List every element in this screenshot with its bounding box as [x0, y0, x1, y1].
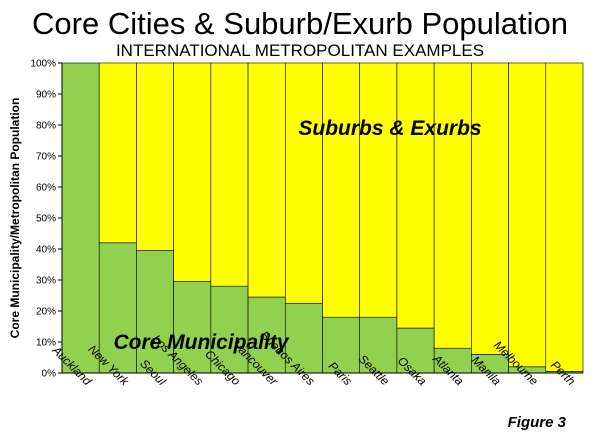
y-tick-label: 40%	[36, 245, 56, 256]
chart-title: Core Cities & Suburb/Exurb Population	[32, 6, 568, 41]
bar-suburbs-new-york	[98, 62, 137, 244]
bar-suburbs-atlanta	[433, 62, 472, 349]
y-tick-label: 50%	[36, 214, 56, 225]
figure-label: Figure 3	[508, 414, 567, 431]
y-tick-label: 10%	[36, 338, 56, 349]
annotation-core-municipality: Core Municipality	[113, 331, 289, 354]
bar-core-buenos-aires	[284, 302, 323, 374]
bar-core-chicago	[210, 285, 249, 374]
y-tick-label: 80%	[36, 121, 56, 132]
bar-suburbs-vancouver	[247, 62, 286, 298]
bar-suburbs-paris	[322, 62, 361, 318]
y-tick-label: 30%	[36, 276, 56, 287]
bar-core-paris	[322, 316, 361, 374]
bar-core-los-angeles	[173, 281, 212, 374]
bar-core-vancouver	[247, 296, 286, 374]
y-tick-label: 0%	[42, 369, 57, 380]
y-tick-label: 100%	[30, 59, 56, 70]
bar-suburbs-seattle	[359, 62, 398, 318]
bar-suburbs-chicago	[210, 62, 249, 287]
y-tick-label: 90%	[36, 90, 56, 101]
bar-core-seattle	[359, 316, 398, 374]
bar-core-atlanta	[433, 347, 472, 374]
chart-subtitle: INTERNATIONAL METROPOLITAN EXAMPLES	[116, 41, 484, 60]
bar-suburbs-manila	[471, 62, 509, 355]
y-tick-label: 20%	[36, 307, 56, 318]
bar-suburbs-melbourne	[508, 62, 547, 368]
bar-suburbs-perth	[545, 62, 584, 372]
bar-core-auckland	[61, 62, 100, 374]
bar-suburbs-osaka	[396, 62, 435, 329]
y-tick-label: 60%	[36, 183, 56, 194]
bar-suburbs-seoul	[136, 62, 174, 251]
y-axis-label: Core Municipality/Metropolitan Populatio…	[8, 98, 22, 339]
bar-suburbs-los-angeles	[173, 62, 212, 282]
y-tick-label: 70%	[36, 152, 56, 163]
annotation-suburbs-exurbs: Suburbs & Exurbs	[298, 117, 481, 140]
bar-suburbs-buenos-aires	[284, 62, 323, 304]
